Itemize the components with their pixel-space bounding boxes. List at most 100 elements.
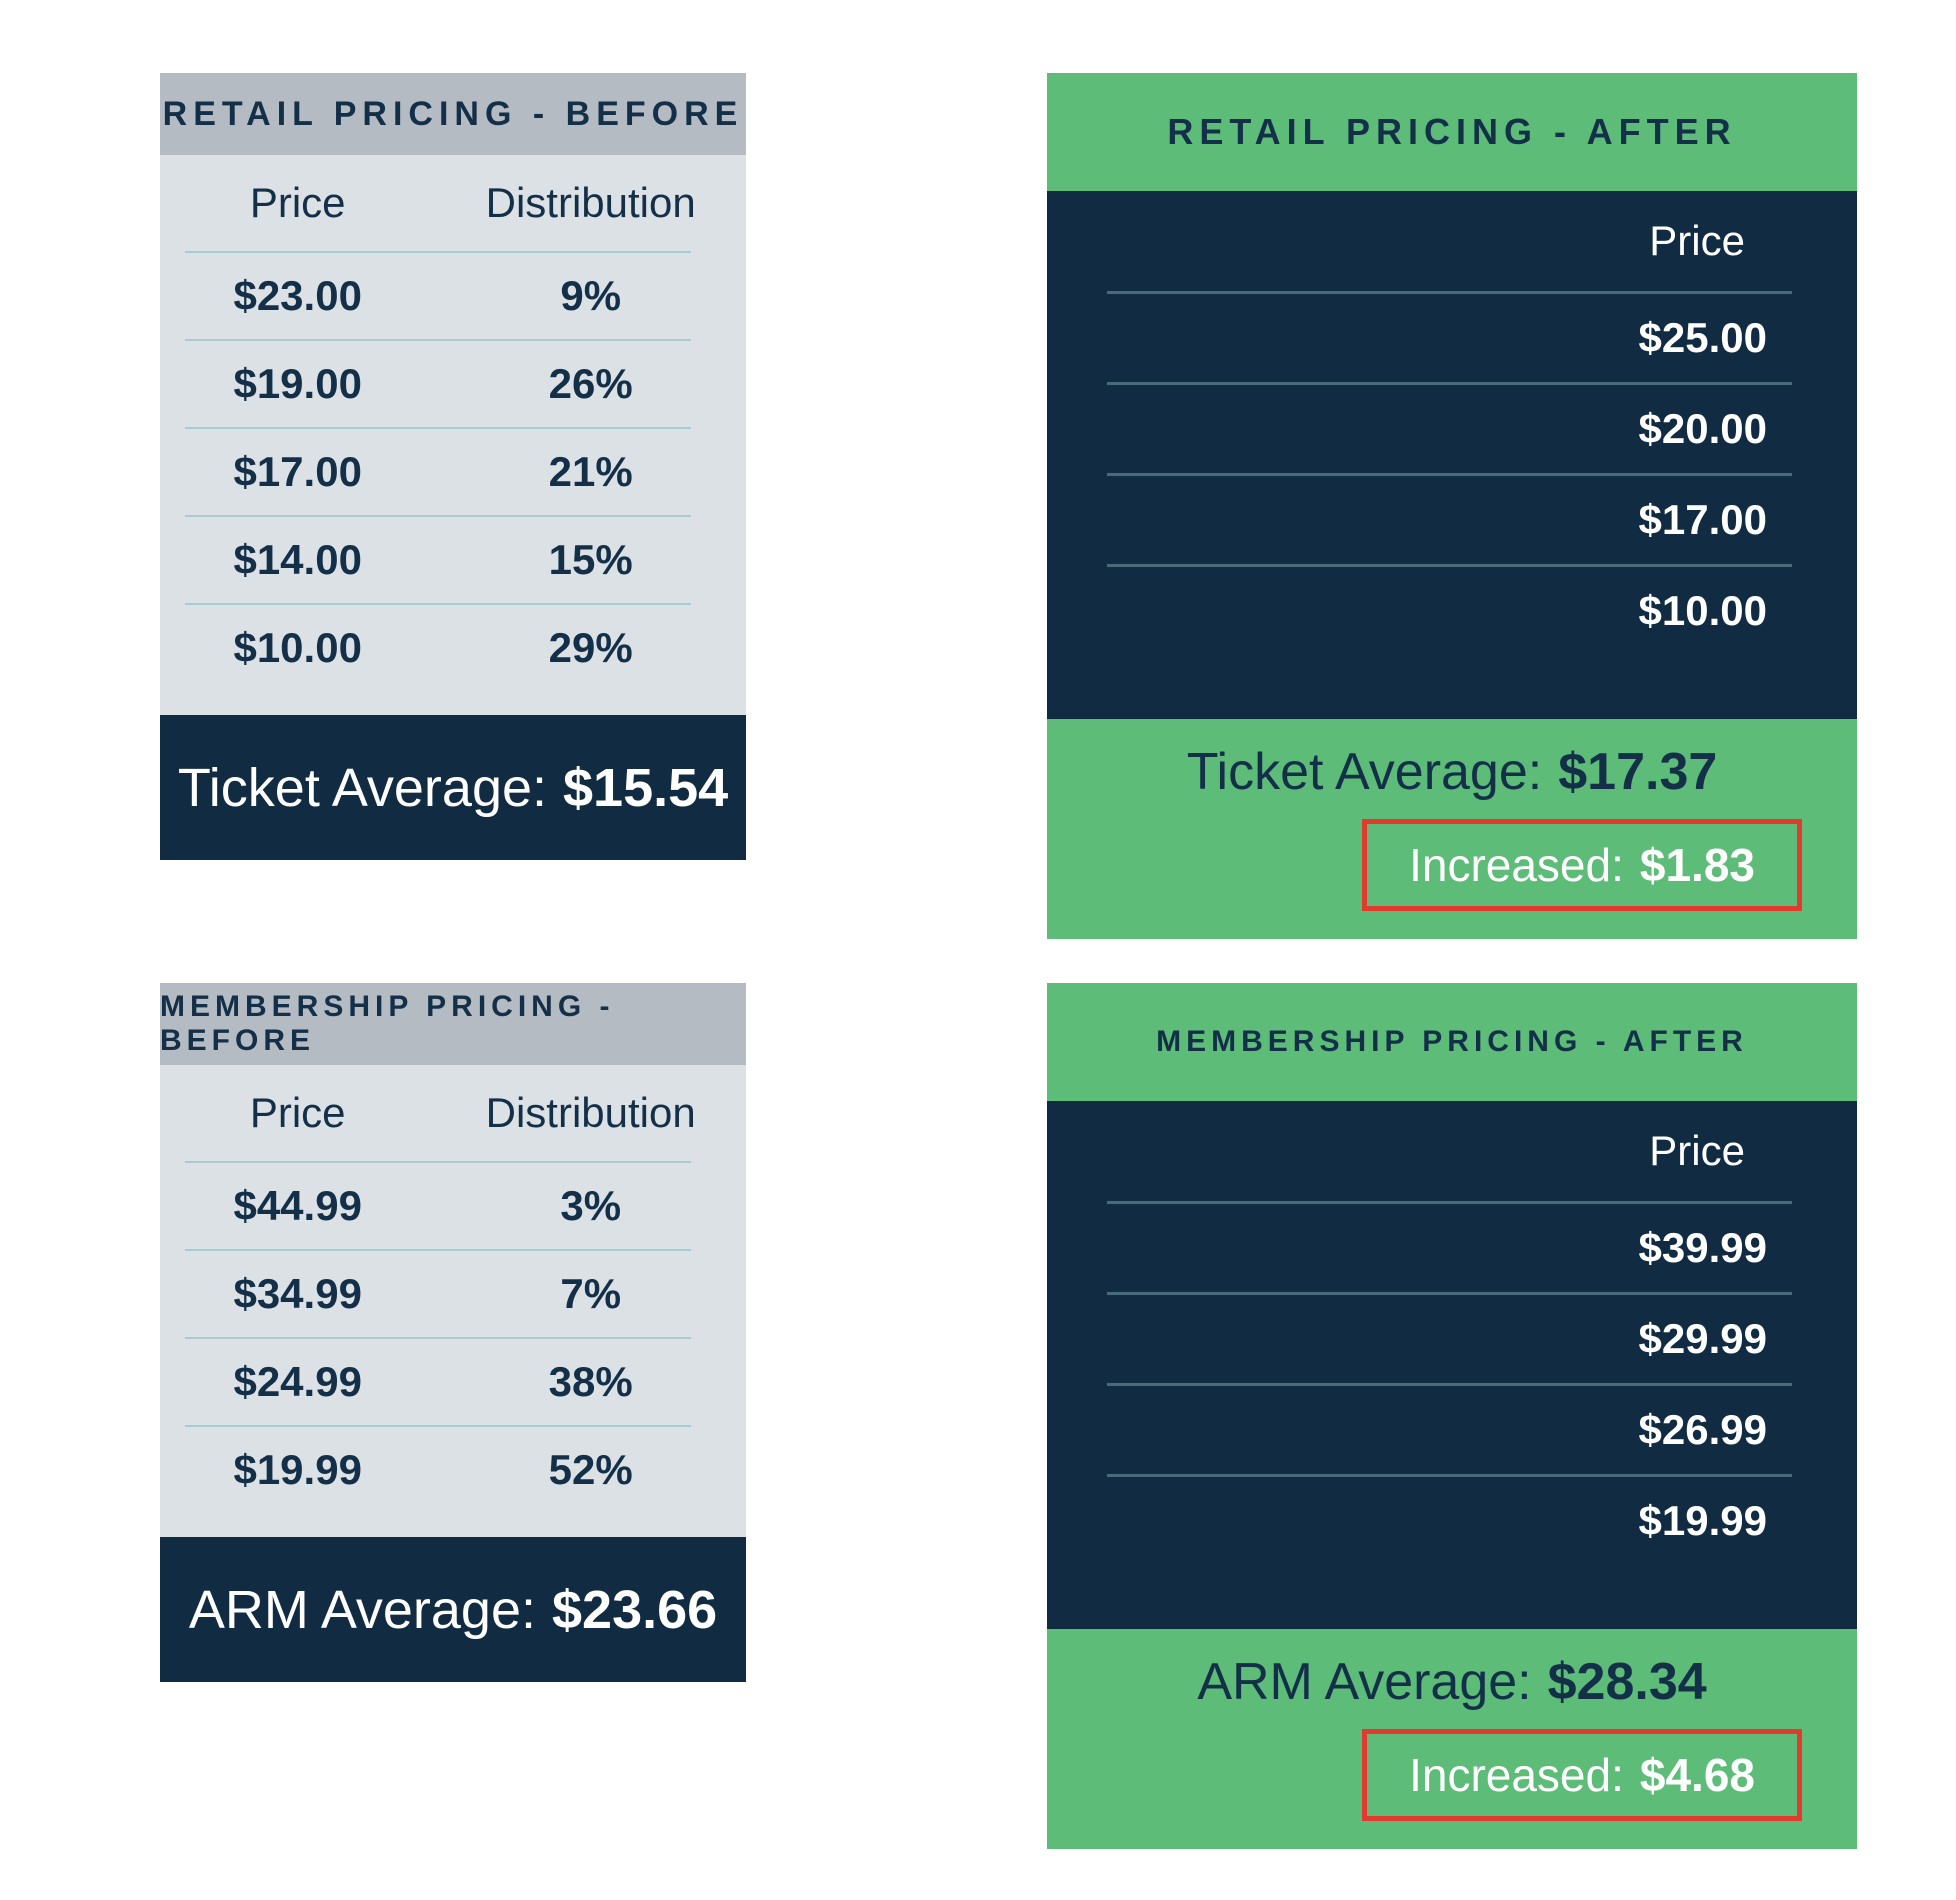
table-row: $29.99 (1047, 1295, 1857, 1383)
table-row: $19.99 52% (160, 1427, 746, 1513)
retail-before-body: Price Distribution $23.00 9% $19.00 26% … (160, 155, 746, 715)
distribution-cell: 15% (548, 536, 633, 583)
row-divider (185, 1337, 691, 1339)
distribution-cell: 7% (560, 1270, 622, 1317)
table-row: $23.00 9% (160, 253, 746, 339)
row-divider (185, 251, 691, 253)
price-cell: $39.99 (1638, 1224, 1767, 1271)
summary-label: ARM Average: (1197, 1653, 1532, 1711)
membership-before-table: MEMBERSHIP PRICING - BEFORE Price Distri… (160, 983, 746, 1682)
table-row: $10.00 (1047, 567, 1857, 655)
price-cell: $19.99 (233, 1446, 362, 1493)
table-row: $44.99 3% (160, 1163, 746, 1249)
price-column-header: Price (1649, 217, 1745, 264)
increase-highlight-box: Increased: $4.68 (1362, 1729, 1802, 1821)
row-divider (1107, 291, 1792, 294)
increase-label: Increased: (1409, 839, 1624, 891)
summary-value: $17.37 (1558, 743, 1718, 801)
membership-after-summary: ARM Average: $28.34 Increased: $4.68 (1047, 1629, 1857, 1849)
column-headers: Price Distribution (160, 1065, 746, 1161)
distribution-column-header: Distribution (485, 1089, 696, 1136)
table-row: $14.00 15% (160, 517, 746, 603)
summary-value: $23.66 (552, 1579, 718, 1640)
distribution-column-header: Distribution (485, 179, 696, 226)
price-column-header: Price (1649, 1127, 1745, 1174)
retail-after-table: RETAIL PRICING - AFTER Price $25.00 $20.… (1047, 73, 1857, 939)
table-row: $25.00 (1047, 294, 1857, 382)
price-cell: $19.00 (233, 360, 362, 407)
price-column-header: Price (249, 1089, 346, 1136)
price-cell: $26.99 (1638, 1406, 1767, 1453)
row-divider (185, 1161, 691, 1163)
increase-value: $4.68 (1639, 1749, 1755, 1801)
price-cell: $44.99 (233, 1182, 362, 1229)
price-cell: $10.00 (233, 624, 362, 671)
distribution-cell: 52% (548, 1446, 633, 1493)
table-row: $24.99 38% (160, 1339, 746, 1425)
row-divider (1107, 564, 1792, 567)
membership-before-summary: ARM Average: $23.66 (160, 1537, 746, 1682)
row-divider (1107, 382, 1792, 385)
table-row: $19.99 (1047, 1477, 1857, 1565)
membership-after-title: MEMBERSHIP PRICING - AFTER (1047, 983, 1857, 1101)
price-column-header: Price (249, 179, 346, 226)
price-cell: $17.00 (233, 448, 362, 495)
table-row: $19.00 26% (160, 341, 746, 427)
summary-value: $28.34 (1547, 1653, 1707, 1711)
table-row: $26.99 (1047, 1386, 1857, 1474)
column-headers: Price (1047, 191, 1857, 291)
table-row: $20.00 (1047, 385, 1857, 473)
distribution-cell: 38% (548, 1358, 633, 1405)
distribution-cell: 9% (560, 272, 622, 319)
column-headers: Price Distribution (160, 155, 746, 251)
row-divider (185, 603, 691, 605)
row-divider (185, 339, 691, 341)
table-row: $39.99 (1047, 1204, 1857, 1292)
table-row: $17.00 21% (160, 429, 746, 515)
increase-highlight-box: Increased: $1.83 (1362, 819, 1802, 911)
membership-after-body: Price $39.99 $29.99 $26.99 $19.99 (1047, 1101, 1857, 1629)
row-divider (185, 1249, 691, 1251)
table-row: $34.99 7% (160, 1251, 746, 1337)
retail-before-title: RETAIL PRICING - BEFORE (160, 73, 746, 155)
retail-after-body: Price $25.00 $20.00 $17.00 $10.00 (1047, 191, 1857, 719)
summary-label: ARM Average: (188, 1579, 536, 1640)
price-cell: $23.00 (233, 272, 362, 319)
table-row: $10.00 29% (160, 605, 746, 691)
row-divider (1107, 1383, 1792, 1386)
summary-value: $15.54 (563, 757, 729, 818)
increase-value: $1.83 (1639, 839, 1755, 891)
price-cell: $29.99 (1638, 1315, 1767, 1362)
membership-after-table: MEMBERSHIP PRICING - AFTER Price $39.99 … (1047, 983, 1857, 1849)
row-divider (1107, 1201, 1792, 1204)
row-divider (185, 1425, 691, 1427)
row-divider (185, 515, 691, 517)
price-cell: $10.00 (1638, 587, 1767, 634)
distribution-cell: 29% (548, 624, 633, 671)
column-headers: Price (1047, 1101, 1857, 1201)
price-cell: $17.00 (1638, 496, 1767, 543)
membership-before-title: MEMBERSHIP PRICING - BEFORE (160, 983, 746, 1065)
summary-line: Ticket Average: $17.37 (1047, 741, 1857, 803)
summary-line: ARM Average: $28.34 (1047, 1651, 1857, 1713)
summary-label: Ticket Average: (177, 757, 548, 818)
price-cell: $24.99 (233, 1358, 362, 1405)
row-divider (1107, 473, 1792, 476)
row-divider (1107, 1292, 1792, 1295)
row-divider (185, 427, 691, 429)
membership-before-body: Price Distribution $44.99 3% $34.99 7% $… (160, 1065, 746, 1537)
price-cell: $34.99 (233, 1270, 362, 1317)
price-cell: $20.00 (1638, 405, 1767, 452)
increase-label: Increased: (1409, 1749, 1624, 1801)
price-cell: $14.00 (233, 536, 362, 583)
retail-before-table: RETAIL PRICING - BEFORE Price Distributi… (160, 73, 746, 860)
retail-before-summary: Ticket Average: $15.54 (160, 715, 746, 860)
distribution-cell: 26% (548, 360, 633, 407)
row-divider (1107, 1474, 1792, 1477)
distribution-cell: 21% (548, 448, 633, 495)
retail-after-title: RETAIL PRICING - AFTER (1047, 73, 1857, 191)
retail-after-summary: Ticket Average: $17.37 Increased: $1.83 (1047, 719, 1857, 939)
table-row: $17.00 (1047, 476, 1857, 564)
price-cell: $25.00 (1638, 314, 1767, 361)
